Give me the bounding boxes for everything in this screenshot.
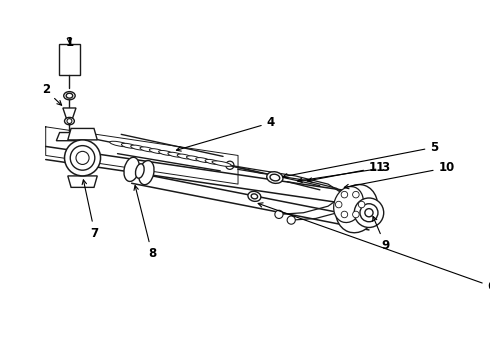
Ellipse shape — [177, 154, 192, 159]
Ellipse shape — [140, 147, 154, 152]
Polygon shape — [56, 132, 82, 141]
Circle shape — [336, 201, 342, 208]
Circle shape — [353, 192, 359, 198]
Ellipse shape — [66, 93, 73, 98]
Ellipse shape — [187, 156, 201, 161]
Ellipse shape — [336, 185, 378, 233]
Polygon shape — [68, 176, 97, 187]
Ellipse shape — [122, 143, 136, 148]
Circle shape — [360, 204, 378, 222]
Ellipse shape — [270, 174, 280, 181]
Polygon shape — [63, 108, 76, 118]
Ellipse shape — [205, 159, 220, 164]
Circle shape — [226, 161, 234, 169]
Text: 4: 4 — [176, 116, 275, 151]
Text: 11: 11 — [307, 161, 385, 182]
Ellipse shape — [267, 172, 283, 183]
Ellipse shape — [70, 146, 95, 170]
Ellipse shape — [248, 192, 261, 201]
Text: 8: 8 — [134, 185, 156, 260]
Ellipse shape — [124, 157, 139, 181]
Text: 9: 9 — [373, 216, 390, 252]
Ellipse shape — [139, 161, 154, 185]
Circle shape — [365, 209, 373, 217]
Ellipse shape — [334, 186, 364, 222]
Ellipse shape — [64, 91, 75, 100]
Text: 3: 3 — [297, 161, 390, 183]
Text: 10: 10 — [344, 161, 455, 189]
Text: 7: 7 — [82, 180, 99, 240]
Circle shape — [354, 198, 384, 228]
Ellipse shape — [168, 152, 182, 157]
Ellipse shape — [159, 150, 173, 156]
Ellipse shape — [149, 149, 164, 154]
Circle shape — [341, 211, 348, 218]
Ellipse shape — [251, 194, 258, 199]
Circle shape — [358, 201, 365, 208]
Ellipse shape — [110, 141, 129, 147]
Bar — [59, 44, 80, 75]
Text: 1: 1 — [65, 36, 74, 49]
Polygon shape — [68, 129, 97, 140]
Circle shape — [353, 211, 359, 218]
Ellipse shape — [212, 161, 231, 166]
Ellipse shape — [196, 158, 210, 162]
Ellipse shape — [136, 164, 144, 178]
Ellipse shape — [76, 151, 89, 165]
Ellipse shape — [131, 145, 145, 150]
Circle shape — [287, 216, 295, 224]
Circle shape — [67, 119, 72, 123]
Circle shape — [341, 192, 348, 198]
Ellipse shape — [65, 140, 100, 176]
Ellipse shape — [65, 117, 74, 125]
Text: 2: 2 — [42, 84, 62, 105]
Text: 6: 6 — [258, 203, 490, 293]
Text: 5: 5 — [283, 141, 439, 178]
Circle shape — [275, 210, 283, 219]
